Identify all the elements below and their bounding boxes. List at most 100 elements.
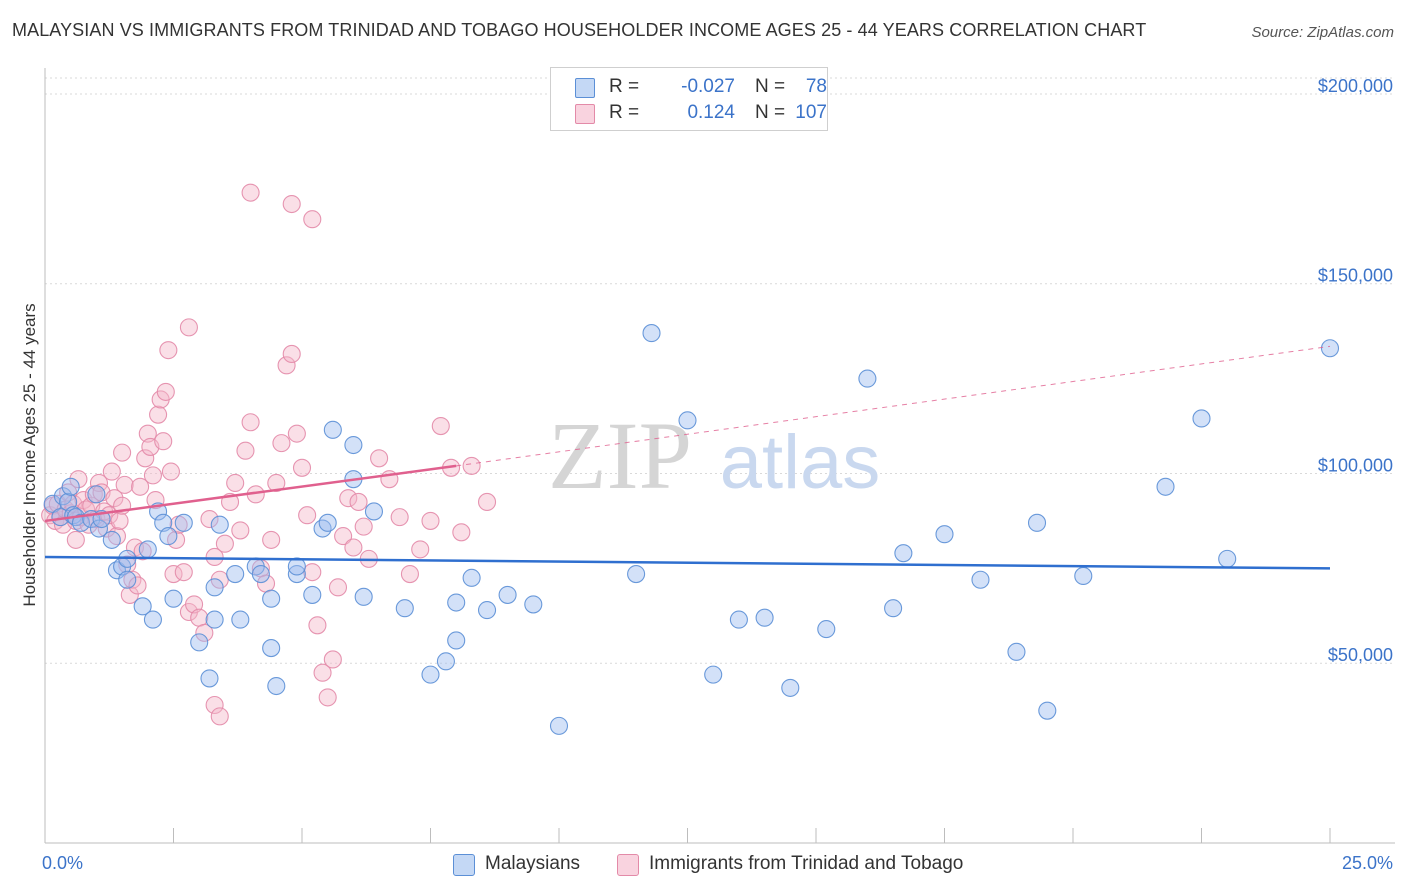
y-tick-label: $150,000 [1318,266,1393,286]
point-immigrants [143,466,162,485]
point-malaysians [318,513,337,532]
point-immigrants [174,563,193,582]
point-immigrants [323,650,342,669]
legend-r-value: -0.027 [681,76,735,97]
point-malaysians [462,568,481,587]
series-legend: Malaysians Immigrants from Trinidad and … [0,852,1406,878]
legend-r-label: R = [609,102,640,123]
point-immigrants [328,578,348,597]
point-malaysians [1027,513,1047,532]
y-tick-labels: $50,000 $100,000 $150,000 $200,000 [1318,76,1393,665]
chart-source: Source: ZipAtlas.com [1251,24,1394,41]
y-axis-label: Householder Income Ages 25 - 44 years [20,303,39,606]
point-immigrants [179,318,198,337]
y-tick-label: $200,000 [1318,76,1393,96]
point-immigrants [185,595,204,614]
point-malaysians [395,599,414,618]
correlation-legend: R = -0.027 N = 78 R = 0.124 N = 107 [550,67,828,131]
point-malaysians [421,665,440,684]
point-immigrants [477,492,497,512]
point-immigrants [210,707,229,726]
point-immigrants [267,473,286,493]
legend-label-immigrants: Immigrants from Trinidad and Tobago [649,853,964,874]
point-malaysians [262,639,281,658]
chart-title: MALAYSIAN VS IMMIGRANTS FROM TRINIDAD AN… [12,20,1147,40]
point-malaysians [190,633,209,652]
point-malaysians [704,665,723,684]
point-malaysians [262,589,281,608]
point-immigrants [138,424,157,443]
point-immigrants [400,565,419,584]
point-immigrants [236,441,255,460]
point-malaysians [447,631,466,650]
point-malaysians [549,716,569,735]
watermark: ZIP atlas [548,402,880,509]
point-malaysians [755,608,774,627]
point-immigrants [190,608,209,627]
point-immigrants [120,585,139,604]
point-immigrants [231,521,250,540]
point-immigrants [462,456,481,475]
point-malaysians [231,610,250,629]
y-tick-label: $100,000 [1318,455,1393,475]
point-immigrants [136,449,155,468]
point-malaysians [61,477,80,496]
point-immigrants [282,344,301,363]
point-immigrants [102,462,121,481]
legend-n-value: 78 [805,76,827,97]
point-immigrants [195,623,214,642]
point-immigrants [298,506,317,525]
point-malaysians [287,557,306,576]
point-malaysians [642,324,661,343]
trend-line-immigrants [44,464,457,523]
legend-n-label: N = [755,102,786,123]
point-immigrants [131,477,150,496]
point-malaysians [364,502,384,521]
point-malaysians [781,678,800,697]
point-malaysians [858,369,877,388]
legend-swatch-immigrants [575,104,595,124]
point-malaysians [251,565,270,584]
point-immigrants [339,489,358,508]
point-immigrants [421,511,440,530]
watermark-atlas: atlas [720,420,881,505]
point-malaysians [303,585,322,604]
trend-line-malaysians [44,555,1331,570]
point-malaysians [164,589,183,608]
point-immigrants [215,534,234,553]
y-tick-label: $50,000 [1328,645,1393,665]
watermark-zip: ZIP [548,402,692,509]
point-malaysians [43,494,62,513]
point-malaysians [87,485,106,504]
legend-swatch-immigrants [617,854,639,876]
legend-swatch-malaysians [453,854,475,876]
point-malaysians [627,565,646,584]
point-immigrants [156,382,175,401]
point-immigrants [149,405,168,424]
point-immigrants [334,527,353,546]
point-malaysians [1320,339,1340,358]
point-malaysians [287,565,306,584]
point-malaysians [174,513,193,532]
point-malaysians [477,601,497,620]
point-malaysians [354,587,373,606]
point-immigrants [66,530,85,549]
point-immigrants [303,210,322,229]
point-immigrants [161,462,180,481]
x-tick-labels: 0.0% 25.0% [42,853,1393,873]
point-immigrants [262,530,281,549]
point-immigrants [390,508,409,527]
point-immigrants [159,341,178,360]
legend-r-value: 0.124 [687,102,735,123]
point-immigrants [205,547,224,567]
point-malaysians [678,411,697,430]
point-malaysians [159,527,178,546]
point-malaysians [118,570,137,589]
point-malaysians [447,593,466,612]
point-immigrants [282,194,301,214]
point-immigrants [272,434,291,453]
point-malaysians [267,676,286,696]
point-malaysians [1218,549,1237,568]
point-malaysians [884,599,903,618]
